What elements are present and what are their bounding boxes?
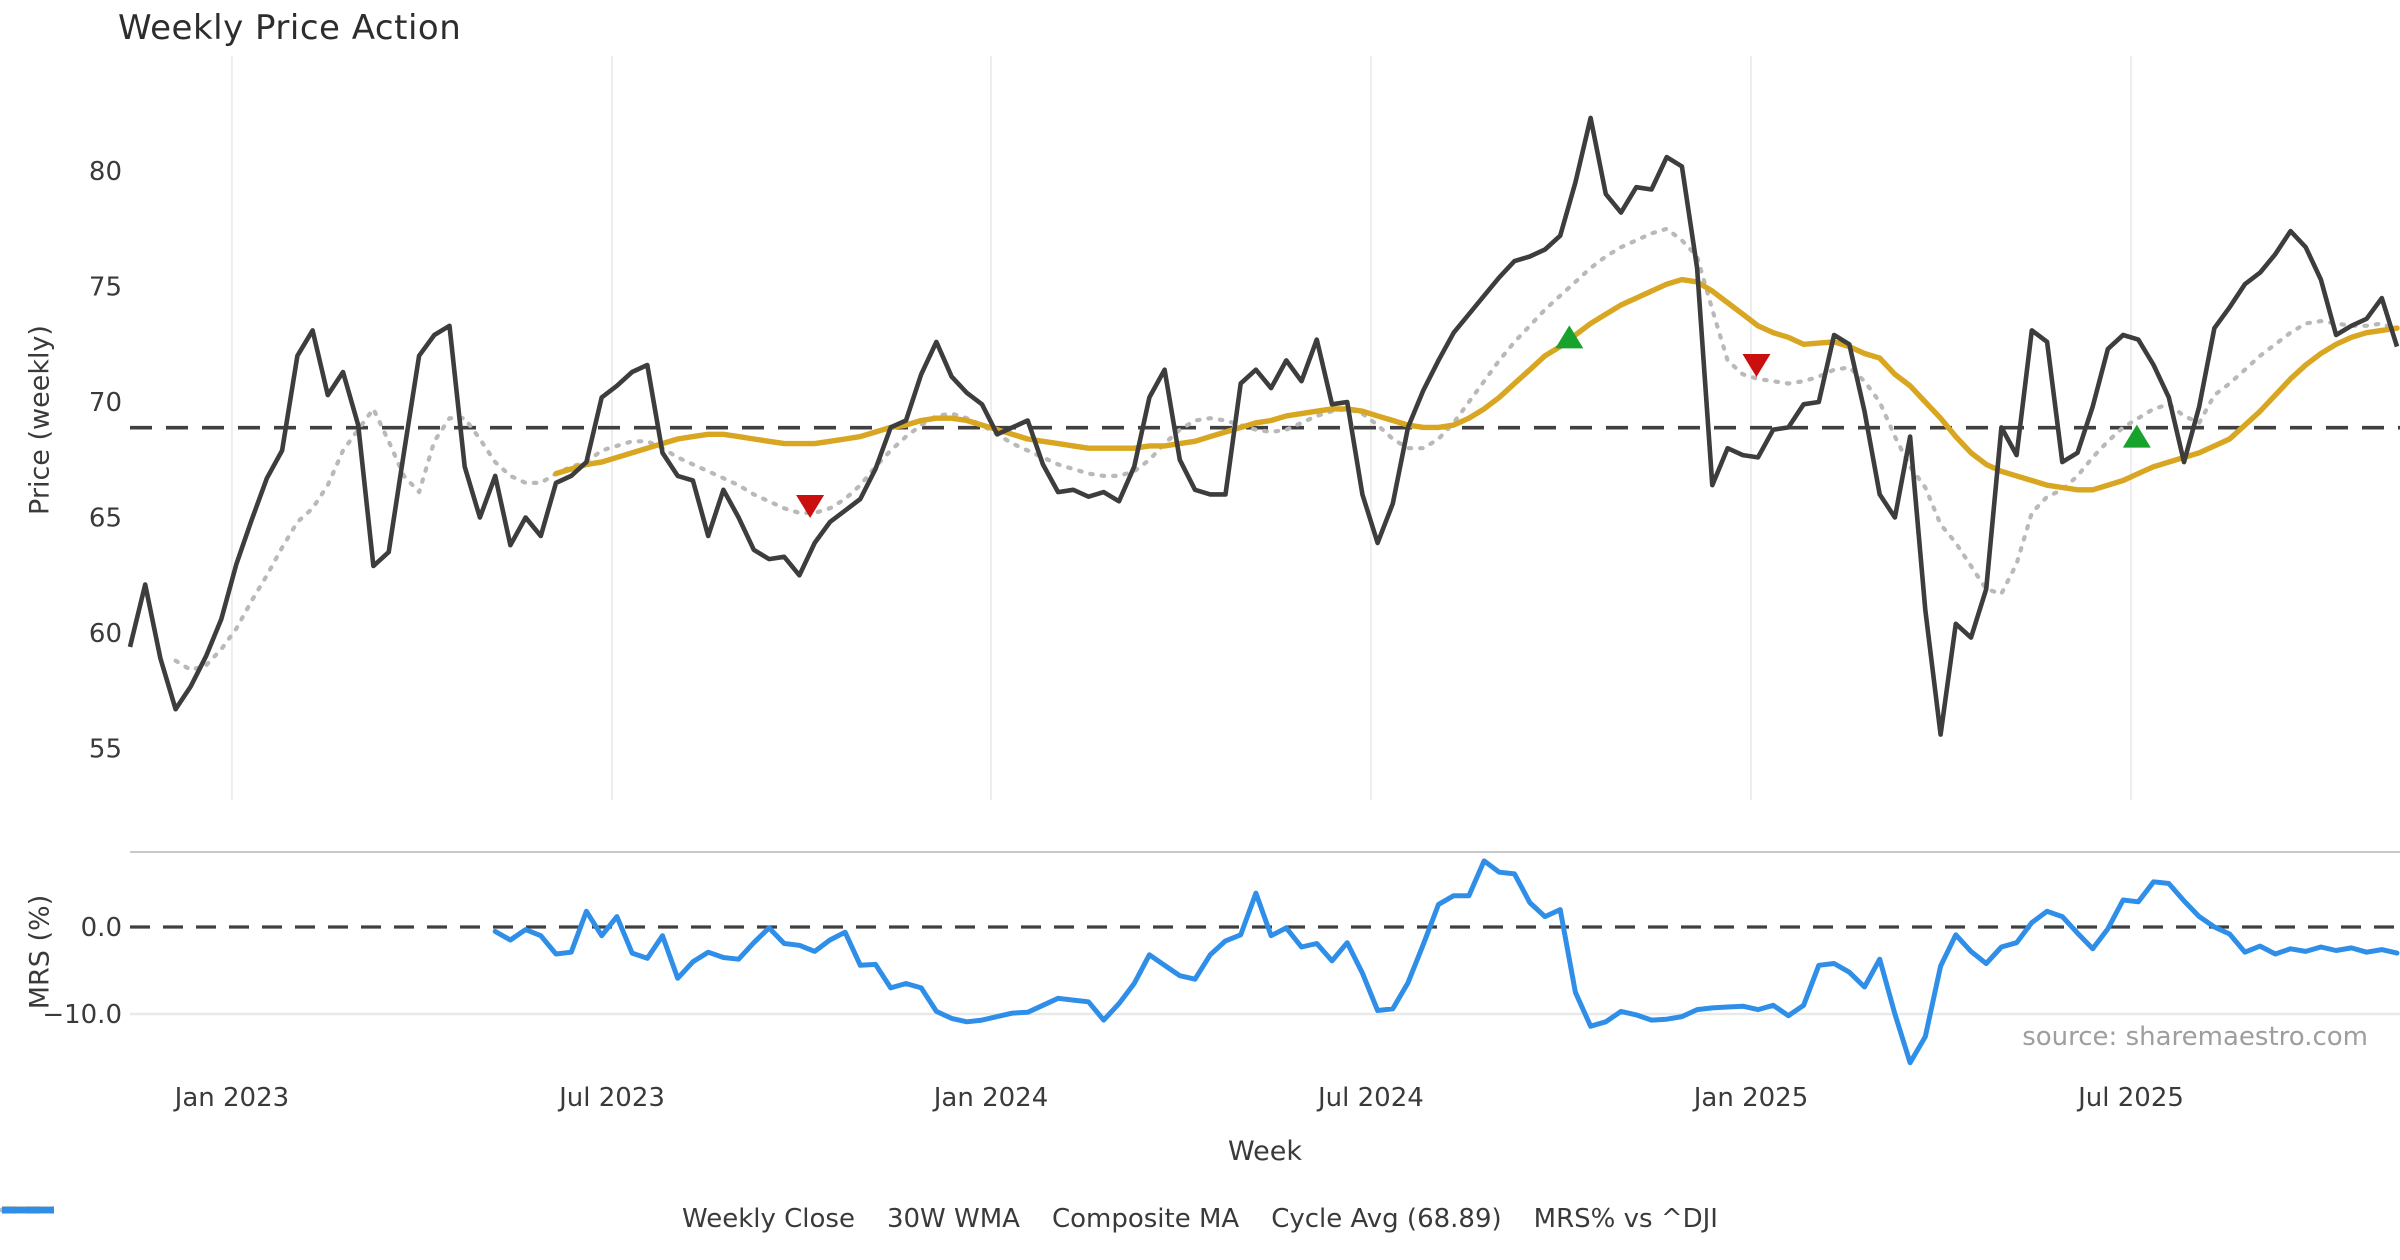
- chart-legend: Weekly Close 30W WMA Composite MA Cycle Avg…: [0, 1204, 2400, 1234]
- price-tick-label: 55: [89, 735, 122, 765]
- legend-item: Composite MA: [0, 1204, 1240, 1234]
- x-axis-label: Week: [1228, 1136, 1302, 1167]
- x-tick-label: Jan 2024: [932, 1083, 1049, 1113]
- legend-item-label: 30W WMA: [886, 1204, 1020, 1234]
- legend-item-label: Weekly Close: [682, 1204, 855, 1234]
- mrs-line: [492, 858, 2400, 1066]
- x-tick-label: Jan 2025: [1692, 1083, 1809, 1113]
- price-tick-label: 75: [89, 273, 122, 303]
- chart-title: Weekly Price Action: [118, 8, 462, 48]
- legend-item: MRS% vs ^DJI: [2, 1204, 1718, 1234]
- buy-marker: [1555, 325, 1584, 349]
- legend-item: Cycle Avg (68.89): [2, 1204, 1502, 1234]
- source-attribution: source: sharemaestro.com: [2022, 1022, 2368, 1052]
- weekly-close-line: [127, 115, 2400, 737]
- composite-ma-line: [173, 226, 2400, 673]
- mrs-axis-label: MRS (%): [24, 894, 56, 1010]
- sell-marker: [1742, 354, 1771, 378]
- price-tick-label: 65: [89, 504, 122, 534]
- sell-marker: [796, 494, 825, 518]
- price-tick-label: 80: [89, 157, 122, 187]
- mrs-tick-label: 0.0: [81, 913, 122, 943]
- legend-swatch-solid: [2, 1206, 54, 1214]
- x-tick-label: Jul 2023: [557, 1083, 665, 1113]
- legend-item-label: Cycle Avg (68.89): [1271, 1204, 1502, 1234]
- legend-item: 30W WMA: [2, 1204, 1020, 1234]
- mrs-tick-label: −10.0: [42, 1000, 122, 1030]
- legend-item-label: MRS% vs ^DJI: [1533, 1204, 1718, 1234]
- wma-line: [553, 276, 2400, 493]
- price-axis-label: Price (weekly): [24, 325, 56, 515]
- price-tick-label: 60: [89, 619, 122, 649]
- legend-item-label: Composite MA: [1051, 1204, 1240, 1234]
- buy-marker: [2122, 424, 2151, 448]
- x-tick-label: Jul 2024: [1316, 1083, 1424, 1113]
- price-tick-label: 70: [89, 388, 122, 418]
- x-tick-label: Jan 2023: [173, 1083, 290, 1113]
- x-tick-label: Jul 2025: [2076, 1083, 2184, 1113]
- legend-item: Weekly Close: [2, 1204, 855, 1234]
